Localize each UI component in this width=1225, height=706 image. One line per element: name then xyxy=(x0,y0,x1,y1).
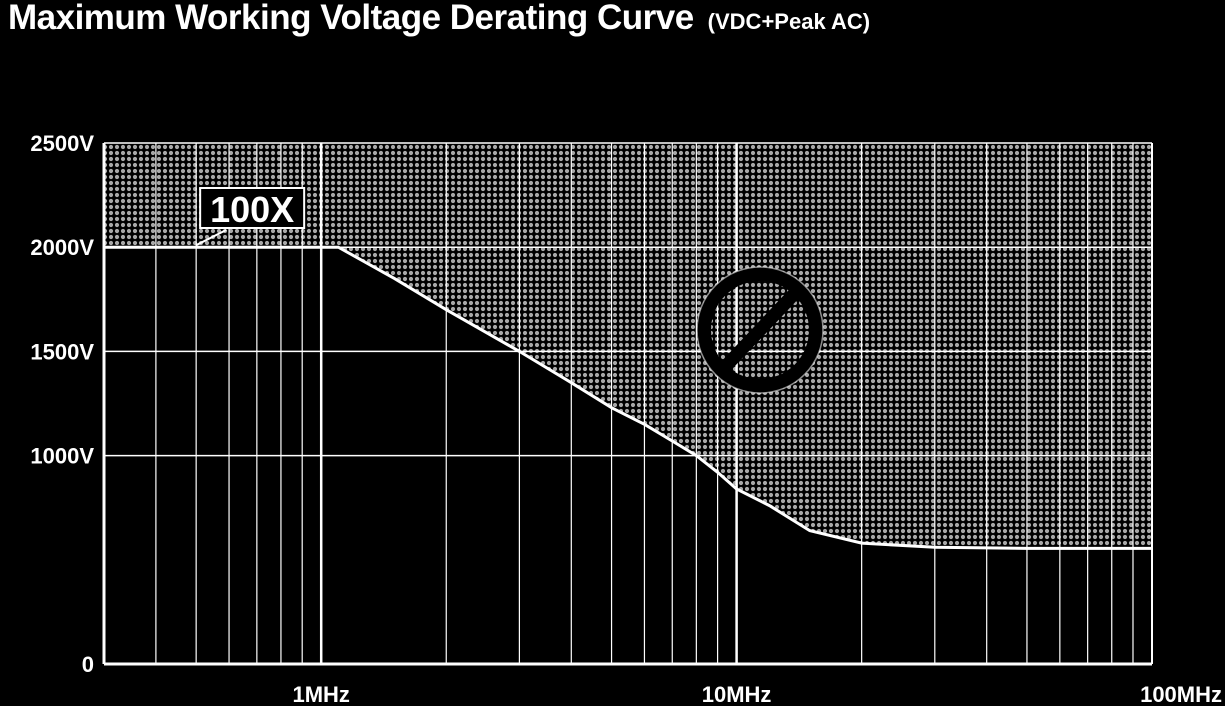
x-tick-label: 1MHz xyxy=(292,682,349,706)
y-tick-label: 0 xyxy=(82,652,94,677)
derating-curve xyxy=(104,245,1152,550)
x-tick-label: 10MHz xyxy=(702,682,772,706)
y-tick-label: 2000V xyxy=(30,235,94,260)
tick-labels: 0 1000V 1500V 2000V 2500V 1MHz 10MHz 100MHz xyxy=(30,131,1222,706)
chart-title: Maximum Working Voltage Derating Curve (V… xyxy=(8,0,870,38)
x-tick-label: 100MHz xyxy=(1140,682,1222,706)
chart-title-text: Maximum Working Voltage Derating Curve xyxy=(8,0,694,37)
annotations: 100X xyxy=(195,187,306,247)
y-tick-label: 2500V xyxy=(30,131,94,156)
y-tick-label: 1500V xyxy=(30,339,94,364)
prohibited-icon xyxy=(696,266,824,394)
annotation-box xyxy=(199,187,306,229)
y-tick-label: 1000V xyxy=(30,444,94,469)
annotation-label: 100X xyxy=(210,189,294,230)
chart-subtitle: (VDC+Peak AC) xyxy=(707,9,871,34)
annotation-pointer xyxy=(195,229,227,247)
